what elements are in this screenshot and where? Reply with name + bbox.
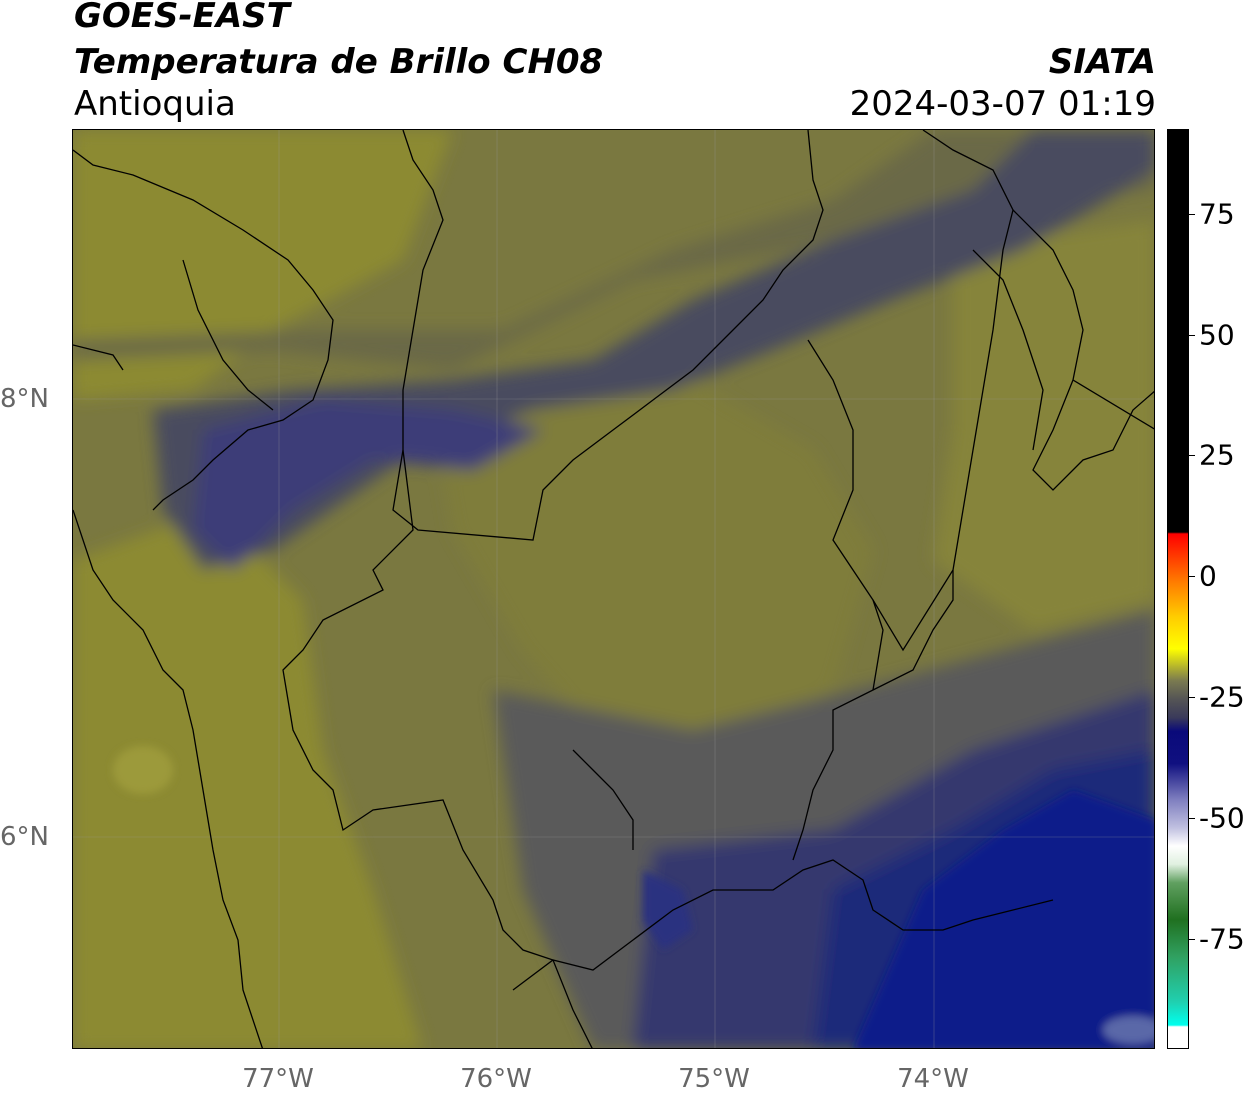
lon-label-75w: 75°W: [678, 1064, 750, 1094]
colorbar-label-75: 75: [1199, 197, 1235, 231]
colorbar-tick: [1189, 939, 1195, 940]
organization-label: SIATA: [1048, 42, 1156, 82]
lat-label-8n: 8°N: [0, 384, 49, 414]
title-region: Antioquia: [74, 84, 236, 124]
colorbar-tick: [1189, 214, 1195, 215]
title-main: GOES-EAST: [74, 0, 290, 36]
lon-label-74w: 74°W: [897, 1064, 969, 1094]
colorbar-tick: [1189, 818, 1195, 819]
lon-label-77w: 77°W: [242, 1064, 314, 1094]
colorbar-label-0: 0: [1199, 559, 1217, 593]
colorbar-label-neg25: -25: [1199, 680, 1245, 714]
colorbar-tick: [1189, 576, 1195, 577]
timestamp-label: 2024-03-07 01:19: [849, 84, 1156, 124]
lat-label-6n: 6°N: [0, 822, 49, 852]
map-panel[interactable]: [72, 129, 1155, 1049]
colorbar-tick: [1189, 455, 1195, 456]
lon-label-76w: 76°W: [460, 1064, 532, 1094]
colorbar: [1167, 129, 1189, 1049]
colorbar-label-50: 50: [1199, 318, 1235, 352]
colorbar-tick: [1189, 697, 1195, 698]
colorbar-label-neg75: -75: [1199, 922, 1245, 956]
colorbar-label-25: 25: [1199, 438, 1235, 472]
colorbar-tick: [1189, 335, 1195, 336]
colorbar-gradient: [1168, 130, 1188, 1048]
title-subtitle: Temperatura de Brillo CH08: [74, 42, 604, 82]
brightness-temperature-map: [73, 130, 1154, 1048]
colorbar-label-neg50: -50: [1199, 801, 1245, 835]
